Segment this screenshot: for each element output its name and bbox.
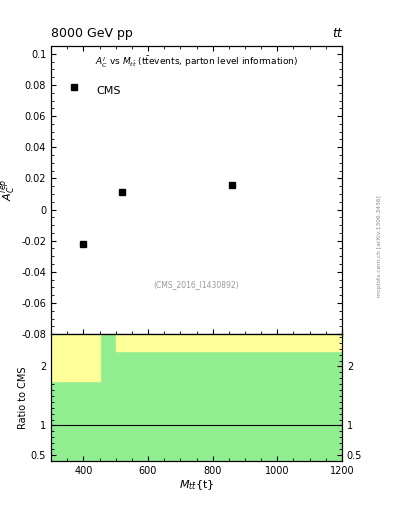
X-axis label: $M_{t\bar{t}}$$\{$t$\}$: $M_{t\bar{t}}$$\{$t$\}$ <box>179 478 214 492</box>
Text: tt: tt <box>332 27 342 40</box>
Text: (CMS_2016_I1430892): (CMS_2016_I1430892) <box>154 281 239 290</box>
Y-axis label: $A_C^{lep}$: $A_C^{lep}$ <box>0 179 18 201</box>
Text: $A_C^l$ vs $M_{t\bar{t}}$ (t$\bar{\rm t}$events, parton level information): $A_C^l$ vs $M_{t\bar{t}}$ (t$\bar{\rm t}… <box>95 55 298 70</box>
Text: CMS: CMS <box>96 87 121 96</box>
Text: 8000 GeV pp: 8000 GeV pp <box>51 27 133 40</box>
Text: mcplots.cern.ch [arXiv:1306.3436]: mcplots.cern.ch [arXiv:1306.3436] <box>377 195 382 296</box>
Y-axis label: Ratio to CMS: Ratio to CMS <box>18 366 28 429</box>
